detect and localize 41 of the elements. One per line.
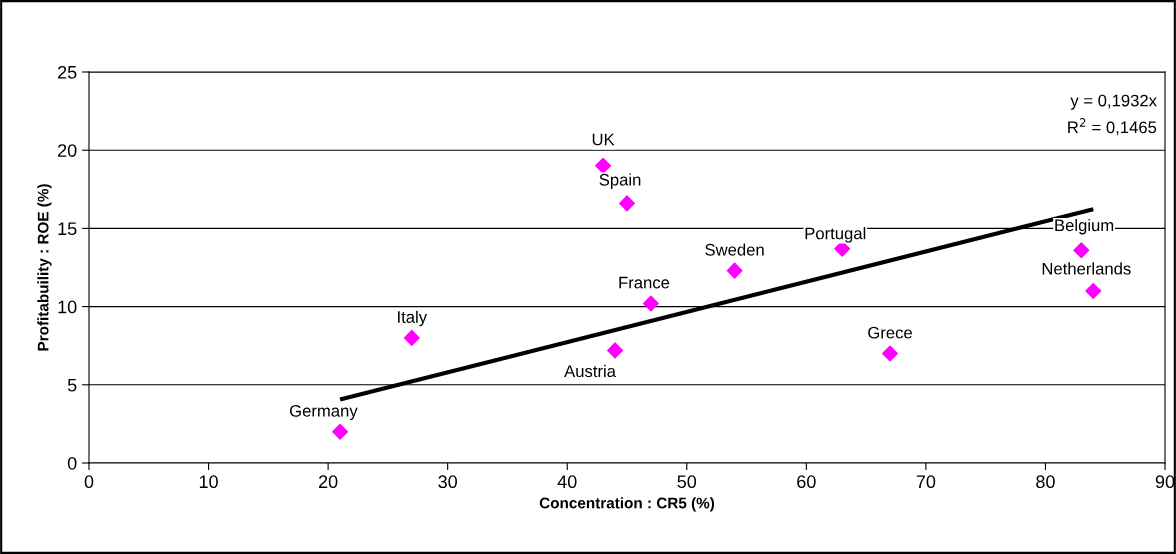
y-tick-label: 15 <box>58 222 77 236</box>
x-tick-label: 60 <box>797 475 816 489</box>
x-tick-label: 30 <box>438 475 457 489</box>
annotation: UK <box>592 133 615 146</box>
y-tick-label: 10 <box>58 300 77 314</box>
point <box>332 423 349 440</box>
x-tick-label: 90 <box>1155 475 1175 489</box>
y-tick-label: 5 <box>67 378 77 392</box>
point <box>726 262 743 279</box>
point <box>1085 282 1102 299</box>
annotation: Italy <box>398 310 428 327</box>
annotation: Germany <box>289 404 358 421</box>
annotation: Sweden <box>705 243 764 256</box>
point <box>403 329 420 346</box>
x-axis-title: Concentration : CR5 (%) <box>539 497 715 512</box>
annotation: R$^{2}$ = 0,1465 <box>1068 118 1157 136</box>
annotation: Portugal <box>805 227 866 243</box>
annotation: Grece <box>868 326 912 339</box>
x-tick-label: 20 <box>318 475 338 489</box>
point <box>607 342 624 359</box>
annotation: France <box>619 276 670 289</box>
point <box>642 295 659 312</box>
annotation: Netherlands <box>1042 262 1131 275</box>
point <box>595 157 612 174</box>
y-tick-label: 25 <box>58 65 77 79</box>
x-tick-label: 40 <box>557 475 577 489</box>
y-tick-label: 20 <box>58 144 77 157</box>
x-tick-label: 50 <box>677 475 697 489</box>
y-tick-label: 0 <box>67 456 77 470</box>
x-tick-label: 0 <box>84 475 94 489</box>
annotation: y = 0,1932x <box>1070 94 1157 110</box>
annotation: Spain <box>599 173 641 189</box>
point <box>882 345 899 362</box>
x-tick-label: 80 <box>1036 475 1055 489</box>
point <box>1073 242 1090 259</box>
annotation: Austria <box>564 364 616 378</box>
x-tick-label: 10 <box>199 475 218 489</box>
x-tick-label: 70 <box>916 475 936 489</box>
y-axis-title: Profitabuility : ROE (%) <box>37 184 52 351</box>
point <box>619 195 635 212</box>
annotation: Belgium <box>1055 218 1114 235</box>
